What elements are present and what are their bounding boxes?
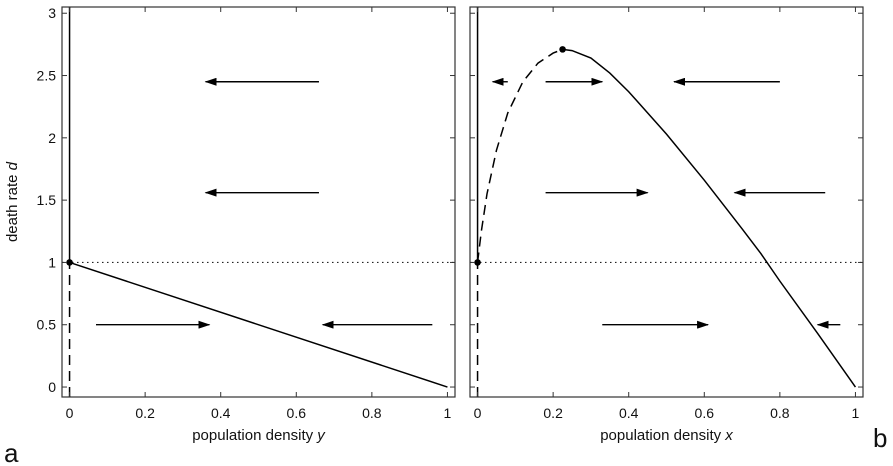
y-tick-label-a-0: 0 xyxy=(48,379,56,395)
curve-b-3 xyxy=(562,48,857,388)
panel-label-b: b xyxy=(873,423,887,453)
y-ticks-b xyxy=(470,12,863,388)
y-axis-label-var: d xyxy=(4,161,21,170)
x-axis-label-b: population density x xyxy=(600,427,733,444)
x-axis-label-var-b: x xyxy=(724,427,733,444)
x-tick-label-b-4: 0.8 xyxy=(770,405,790,421)
markers-b xyxy=(474,46,566,266)
panel-b: 0 0.2 0.4 0.6 0.8 1 population density x b xyxy=(469,6,887,453)
x-ticks-a: 0 0.2 0.4 0.6 0.8 1 xyxy=(66,7,452,421)
panel-a: 0 0.2 0.4 0.6 0.8 1 0 0.5 1 1.5 2 2.5 3 population … xyxy=(4,5,456,466)
marker-a-0 xyxy=(66,259,73,266)
markers-a xyxy=(66,259,73,266)
marker-b-0 xyxy=(474,259,481,266)
x-axis-label-a: population density y xyxy=(192,427,326,444)
y-tick-label-a-5: 2.5 xyxy=(37,68,57,84)
plot-frame-b xyxy=(469,6,864,398)
x-tick-label-a-2: 0.4 xyxy=(211,405,231,421)
x-tick-label-a-5: 1 xyxy=(444,405,452,421)
y-tick-label-a-2: 1 xyxy=(48,254,56,270)
x-tick-label-b-1: 0.2 xyxy=(543,405,563,421)
flow-arrows-b xyxy=(491,77,841,329)
x-tick-label-b-2: 0.4 xyxy=(619,405,639,421)
y-tick-label-a-6: 3 xyxy=(48,5,56,21)
x-tick-label-a-0: 0 xyxy=(66,405,74,421)
curve-a-2 xyxy=(69,261,448,388)
flow-arrows-a xyxy=(96,77,433,329)
series-group-a xyxy=(68,7,448,397)
y-tick-label-a-3: 1.5 xyxy=(37,192,57,208)
x-axis-label-var-a: y xyxy=(316,427,326,444)
y-tick-label-a-1: 0.5 xyxy=(37,317,57,333)
x-ticks-b: 0 0.2 0.4 0.6 0.8 1 xyxy=(474,7,860,421)
x-tick-label-b-0: 0 xyxy=(474,405,482,421)
marker-b-1 xyxy=(559,46,566,53)
y-axis-label-text: death rate xyxy=(4,170,21,242)
x-tick-label-b-5: 1 xyxy=(852,405,860,421)
curve-b-2 xyxy=(476,48,563,263)
series-group-b xyxy=(476,7,857,397)
x-tick-label-a-4: 0.8 xyxy=(362,405,382,421)
x-tick-label-b-3: 0.6 xyxy=(695,405,715,421)
x-tick-label-a-3: 0.6 xyxy=(287,405,307,421)
y-ticks-a: 0 0.5 1 1.5 2 2.5 3 xyxy=(37,5,455,395)
panel-label-a: a xyxy=(4,438,19,466)
plot-frame-a xyxy=(61,6,456,398)
x-tick-label-a-1: 0.2 xyxy=(135,405,155,421)
x-axis-label-text-b: population density xyxy=(600,427,725,444)
y-tick-label-a-4: 2 xyxy=(48,130,56,146)
x-axis-label-text-a: population density xyxy=(192,427,317,444)
y-axis-label: death rate d xyxy=(4,161,21,242)
